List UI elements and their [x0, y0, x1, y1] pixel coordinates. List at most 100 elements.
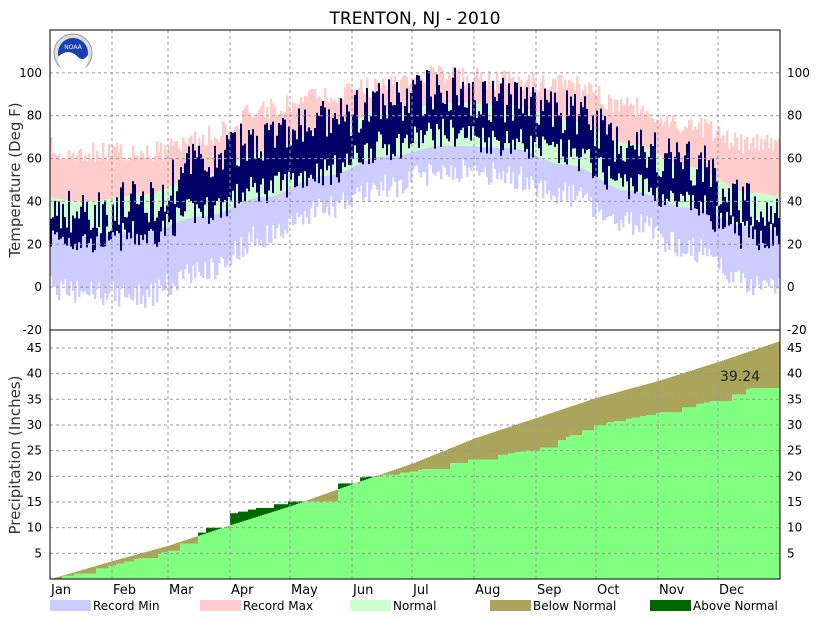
record-max-bar	[162, 158, 165, 190]
precip-below-normal-bar	[438, 452, 441, 470]
observed-temp-bar	[648, 156, 650, 192]
record-max-bar	[130, 157, 133, 196]
precip-observed-bar	[220, 527, 223, 579]
observed-temp-bar	[638, 156, 640, 175]
record-min-bar	[278, 194, 281, 224]
precip-below-normal-bar	[386, 472, 389, 475]
temp-tick-left: 40	[27, 194, 42, 208]
record-min-bar	[118, 232, 121, 307]
precip-observed-bar	[188, 543, 191, 579]
precip-observed-bar	[570, 435, 573, 579]
precip-below-normal-bar	[594, 398, 597, 426]
observed-temp-bar	[236, 165, 238, 184]
precip-below-normal-bar	[454, 446, 457, 463]
precip-below-normal-bar	[432, 455, 435, 470]
precip-observed-bar	[748, 388, 751, 579]
observed-temp-bar	[626, 148, 628, 182]
observed-temp-bar	[466, 107, 468, 138]
precip-tick-right: 10	[787, 521, 802, 535]
precip-observed-bar	[186, 543, 189, 579]
precip-observed-bar	[252, 509, 255, 579]
record-min-bar	[686, 207, 689, 254]
precip-observed-bar	[630, 418, 633, 579]
precip-observed-bar	[296, 501, 299, 579]
record-max-bar	[710, 121, 713, 175]
precip-above-normal-bar	[266, 507, 269, 514]
precip-below-normal-bar	[452, 447, 455, 463]
precip-observed-bar	[376, 476, 379, 579]
precip-observed-bar	[294, 501, 297, 579]
precip-above-normal-bar	[214, 527, 217, 531]
observed-temp-bar	[286, 147, 288, 198]
observed-temp-bar	[332, 117, 334, 165]
precip-observed-bar	[326, 501, 329, 579]
observed-temp-bar	[488, 120, 490, 138]
record-min-bar	[702, 210, 705, 256]
record-min-bar	[732, 223, 735, 283]
observed-temp-bar	[206, 171, 208, 198]
record-min-bar	[378, 156, 381, 196]
precip-below-normal-bar	[226, 526, 229, 528]
precip-observed-bar	[160, 553, 163, 579]
record-min-bar	[696, 208, 699, 263]
precip-observed-bar	[350, 483, 353, 579]
record-min-bar	[426, 148, 429, 186]
precip-below-normal-bar	[100, 564, 103, 569]
record-max-bar	[640, 109, 643, 146]
observed-temp-bar	[254, 158, 256, 183]
record-min-bar	[746, 226, 749, 293]
record-min-bar	[72, 235, 75, 291]
record-max-bar	[490, 84, 493, 105]
record-min-bar	[116, 233, 119, 288]
normal-bar	[428, 104, 431, 148]
precip-below-normal-bar	[778, 341, 781, 389]
record-min-bar	[184, 219, 187, 270]
precip-below-normal-bar	[318, 496, 321, 502]
month-label: Jan	[50, 583, 71, 598]
observed-temp-bar	[446, 90, 448, 139]
record-min-bar	[574, 165, 577, 201]
precip-observed-bar	[314, 501, 317, 579]
observed-temp-bar	[554, 92, 556, 147]
precip-observed-bar	[318, 501, 321, 579]
record-min-bar	[594, 175, 597, 217]
record-max-bar	[422, 82, 425, 106]
record-min-bar	[332, 174, 335, 207]
record-max-bar	[174, 141, 177, 185]
temp-tick-right: -20	[787, 323, 807, 337]
observed-temp-bar	[234, 132, 236, 208]
precip-observed-bar	[678, 412, 681, 579]
record-min-bar	[108, 233, 111, 294]
record-max-bar	[158, 151, 161, 192]
record-max-bar	[642, 105, 645, 147]
record-max-bar	[88, 154, 91, 202]
observed-temp-bar	[96, 227, 98, 237]
precip-observed-bar	[480, 459, 483, 579]
record-min-bar	[204, 216, 207, 262]
observed-temp-bar	[248, 130, 250, 192]
record-min-bar	[234, 206, 237, 242]
observed-temp-bar	[604, 116, 606, 185]
precip-observed-bar	[454, 462, 457, 579]
normal-bar	[758, 193, 761, 228]
precip-observed-bar	[702, 403, 705, 579]
precip-observed-bar	[726, 401, 729, 579]
observed-temp-bar	[538, 124, 540, 149]
temp-tick-right: 0	[787, 280, 795, 294]
record-max-bar	[522, 90, 525, 108]
precip-observed-bar	[222, 527, 225, 579]
record-max-bar	[72, 153, 75, 202]
record-max-bar	[152, 160, 155, 194]
record-max-bar	[78, 150, 81, 202]
record-min-bar	[188, 218, 191, 274]
precip-below-normal-bar	[378, 475, 381, 477]
precip-observed-bar	[274, 504, 277, 579]
observed-temp-bar	[326, 136, 328, 171]
observed-temp-bar	[146, 212, 148, 244]
observed-temp-bar	[444, 103, 446, 136]
precip-below-normal-bar	[606, 395, 609, 423]
record-min-bar	[598, 178, 601, 213]
precip-below-normal-bar	[94, 566, 97, 574]
record-min-bar	[246, 200, 249, 254]
record-max-bar	[464, 85, 467, 104]
